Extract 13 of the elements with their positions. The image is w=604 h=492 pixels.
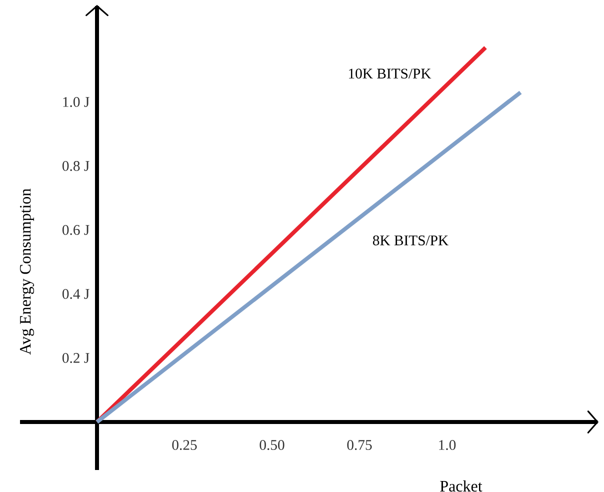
x-tick-label: 0.75 [347,440,372,450]
series-label: 10K BITS/PK [349,68,432,79]
x-tick-label: 0.25 [172,440,197,450]
y-tick-label: 0.6 J [62,225,90,235]
y-axis-title: Avg Energy Consumption [20,188,34,355]
series-label: 8K BITS/PK [372,235,448,246]
x-tick-label: 0.50 [260,440,284,450]
y-tick-label: 0.2 J [62,353,90,363]
y-tick-label: 0.8 J [62,161,90,171]
x-tick-label: 1.0 [439,440,456,450]
y-tick-label: 0.4 J [62,289,90,299]
x-axis-title: Packet [440,480,482,492]
y-tick-label: 1.0 J [63,97,90,107]
